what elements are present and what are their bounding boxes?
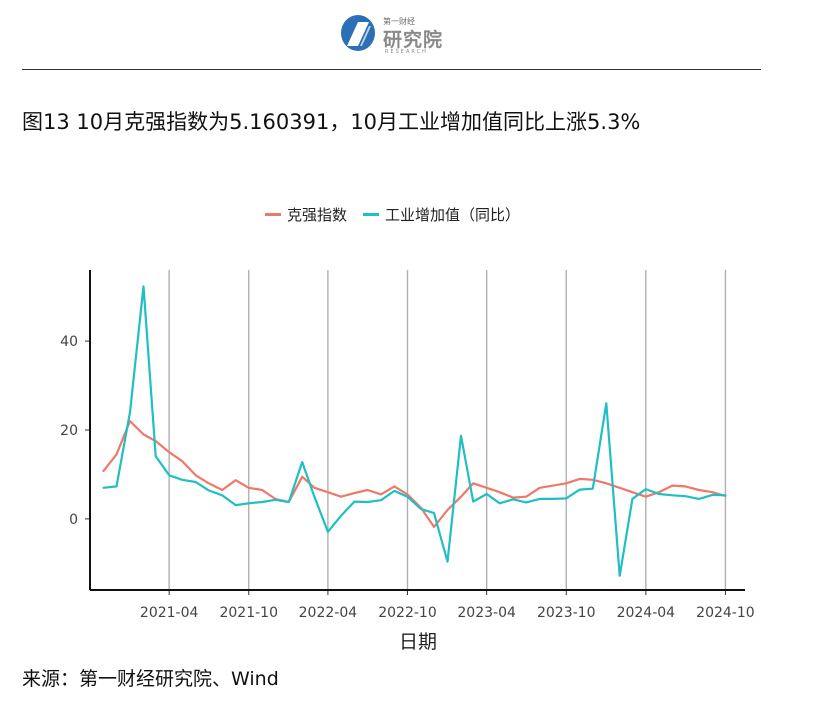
header-divider (22, 69, 761, 70)
x-axis-title: 日期 (399, 631, 437, 653)
y-tick-label: 40 (60, 334, 78, 350)
logo: 第一财经 研究院 RESEARCH (338, 8, 448, 58)
x-tick-label: 2023-04 (457, 605, 516, 621)
x-tick-label: 2022-10 (378, 605, 437, 621)
legend-label-keqiang: 克强指数 (287, 205, 348, 224)
x-tick-label: 2021-04 (140, 605, 199, 621)
x-tick-label: 2024-10 (696, 605, 755, 621)
figure-title: 图13 10月克强指数为5.160391，10月工业增加值同比上涨5.3% (22, 110, 641, 134)
legend-item-industrial: 工业增加值（同比） (363, 204, 520, 225)
logo-main-text: 研究院 (383, 29, 444, 51)
source-note: 来源：第一财经研究院、Wind (22, 668, 279, 690)
logo-sub-text: RESEARCH (385, 49, 428, 55)
logo-emblem-icon (341, 15, 375, 51)
y-tick-label: 0 (69, 512, 78, 528)
legend-swatch-keqiang (265, 212, 281, 216)
x-tick-label: 2022-04 (299, 605, 358, 621)
x-tick-label: 2023-10 (537, 605, 596, 621)
logo-small-text: 第一财经 (383, 17, 415, 26)
series-line-keqiang (102, 420, 727, 529)
series-layer (102, 285, 727, 577)
y-tick-label: 20 (60, 423, 78, 439)
axis-layer (85, 270, 745, 595)
x-tick-label: 2021-10 (219, 605, 278, 621)
legend-swatch-industrial (363, 212, 380, 216)
grid-layer (168, 270, 727, 590)
chart-legend: 克强指数 工业增加值（同比） (265, 203, 536, 225)
x-tick-label: 2024-04 (617, 605, 676, 621)
series-line-industrial (102, 285, 727, 577)
legend-item-keqiang: 克强指数 (265, 204, 347, 225)
label-layer: 2021-04 2021-10 2022-04 2022-10 2023-04 2023-… (60, 334, 755, 621)
legend-label-industrial: 工业增加值（同比） (385, 205, 521, 224)
